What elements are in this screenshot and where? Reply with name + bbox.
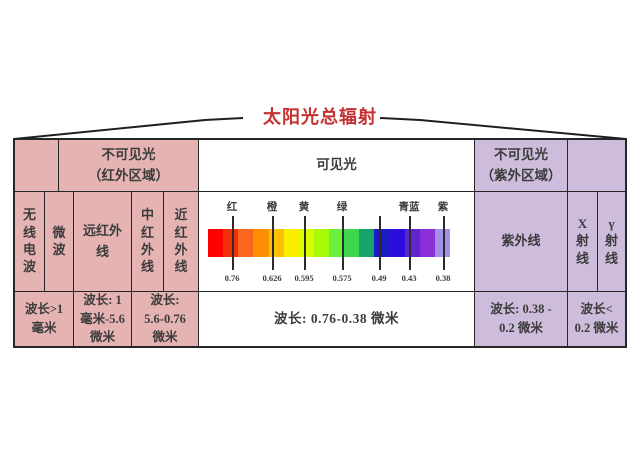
spectrum-color-label: 紫 (437, 202, 449, 213)
band-near-infrared: 近红外线 (164, 192, 199, 292)
spectrum-wavelength-value: 0.76 (224, 273, 240, 283)
wavelength-visible-label: 波长: 0.76-0.38 微米 (274, 310, 399, 326)
wavelength-visible: 波长: 0.76-0.38 微米 (199, 292, 475, 346)
spectrum-color-label: 红 (226, 202, 238, 213)
spectrum-wavelength-value: 0.38 (435, 273, 451, 283)
header-visible: 可见光 (199, 140, 475, 192)
header-ultraviolet: 不可见光 （紫外区域） (475, 140, 568, 192)
header-infrared: 不可见光 （红外区域） (59, 140, 199, 192)
spectrum-tick (272, 216, 274, 270)
band-far-infrared: 远红外线 (74, 192, 132, 292)
diagram-title: 太阳光总辐射 (263, 107, 377, 127)
band-microwave: 微波 (45, 192, 74, 292)
band-ultraviolet: 紫外线 (475, 192, 568, 292)
spectrum-color-block (404, 229, 420, 257)
header-blank-left (15, 140, 59, 192)
wavelength-ultraviolet: 波长: 0.38 -0.2 微米 (475, 292, 568, 346)
spectrum-color-label: 黄 (298, 202, 310, 213)
spectrum-tick (379, 216, 381, 270)
spectrum-tick (443, 216, 445, 270)
spectrum-wavelength-value: 0.49 (371, 273, 387, 283)
spectrum-color-block (374, 229, 390, 257)
spectrum-tick (409, 216, 411, 270)
spectrum-tick (304, 216, 306, 270)
wavelength-radio: 波长>1 毫米 (15, 292, 74, 346)
spectrum-bar (208, 229, 450, 257)
spectrum-color-block (419, 229, 435, 257)
spectrum-color-label: 橙 (266, 202, 278, 213)
spectrum-color-block (253, 229, 269, 257)
wavelength-mid-near-infrared: 波长: 5.6-0.76 微米 (132, 292, 199, 346)
header-visible-label: 可见光 (316, 157, 357, 173)
spectrum-wavelength-value: 0.43 (401, 273, 417, 283)
spectrum-color-block (268, 229, 284, 257)
spectrum-color-block (298, 229, 314, 257)
spectrum-wavelength-value: 0.575 (332, 273, 352, 283)
header-blank-right (568, 140, 625, 192)
spectrum-tick (342, 216, 344, 270)
spectrum-color-block (283, 229, 299, 257)
spectrum-color-block (359, 229, 375, 257)
spectrum-wavelength-value: 0.595 (294, 273, 314, 283)
spectrum-color-block (238, 229, 254, 257)
spectrum-color-block (208, 229, 224, 257)
spectrum-table: 不可见光 （红外区域） 可见光 不可见光 （紫外区域） 无线电波 微波 远红外线 中… (13, 138, 627, 348)
spectrum-tick (232, 216, 234, 270)
spectrum-color-block (329, 229, 345, 257)
visible-spectrum-cell: 0.76 0.626 0.595 0.575 0.49 0.43 0.38 红 橙 黄 绿 青蓝 紫 (199, 192, 475, 292)
wavelength-far-infrared: 波长: 1 毫米-5.6 微米 (74, 292, 132, 346)
spectrum-color-block (313, 229, 329, 257)
spectrum-color-block (344, 229, 360, 257)
spectrum-wavelength-value: 0.626 (262, 273, 282, 283)
band-ultraviolet-label: 紫外线 (501, 233, 541, 249)
band-mid-infrared: 中红外线 (132, 192, 164, 292)
spectrum-color-block (434, 229, 450, 257)
spectrum-color-label: 青蓝 (398, 202, 420, 213)
band-radio-waves: 无线电波 (15, 192, 45, 292)
wavelength-xray-gamma: 波长< 0.2 微米 (568, 292, 625, 346)
spectrum-color-label: 绿 (336, 202, 348, 213)
spectrum-color-block (223, 229, 239, 257)
spectrum-color-block (389, 229, 405, 257)
